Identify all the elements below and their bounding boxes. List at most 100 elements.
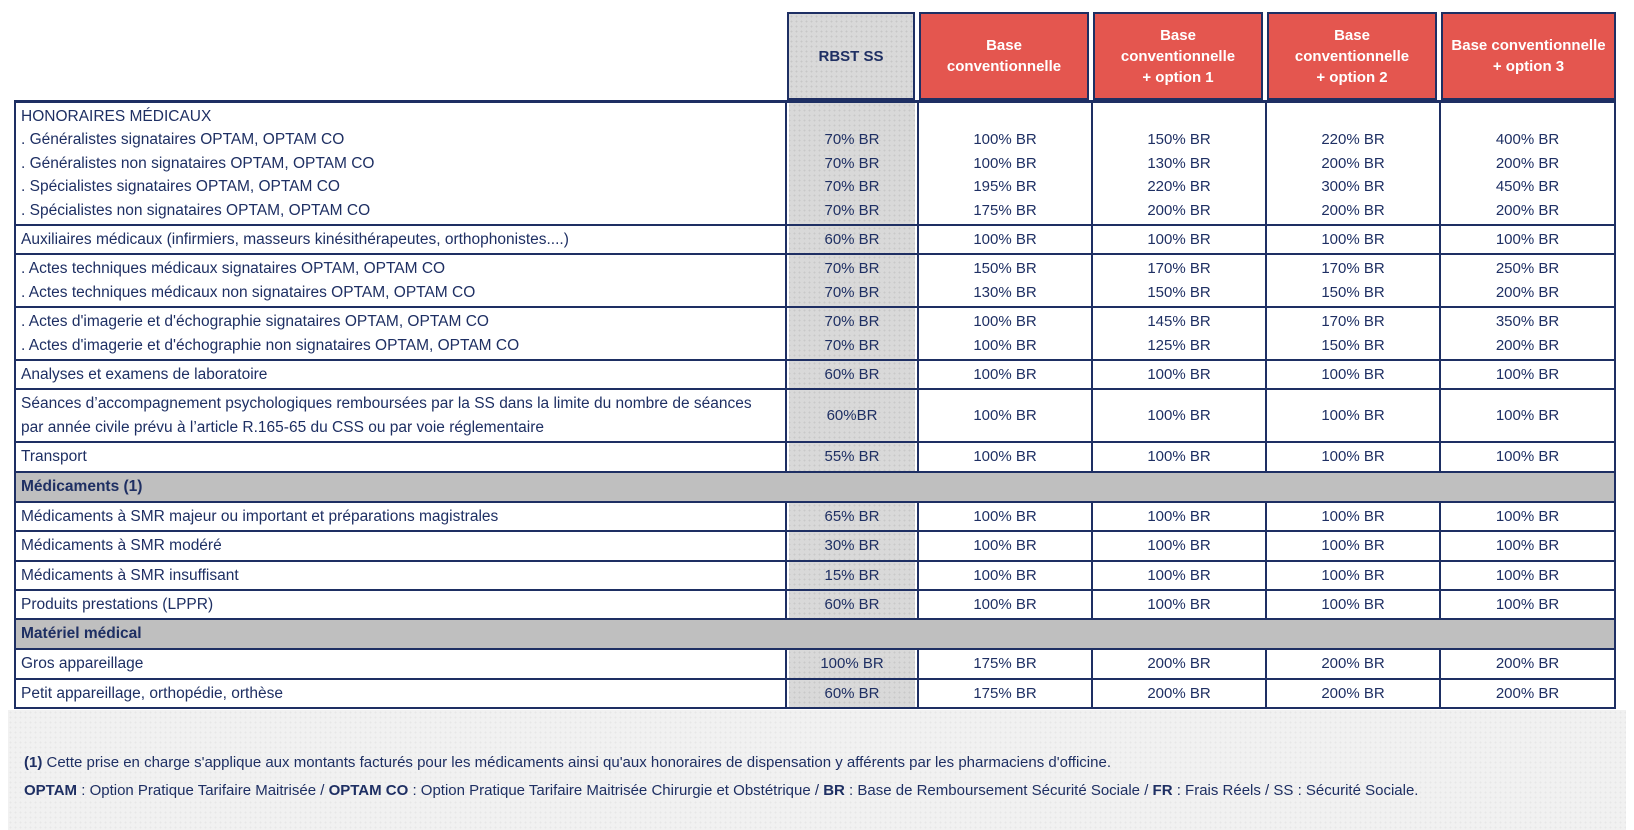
rbst-ss-cell: 15% BR bbox=[787, 561, 919, 589]
value-cell: 220% BR 200% BR 300% BR 200% BR bbox=[1267, 103, 1441, 225]
table-row: Médicaments à SMR modéré 30% BR 100% BR 100… bbox=[16, 532, 1614, 562]
section-label: Médicaments (1) bbox=[21, 477, 143, 495]
value-cell: 100% BR bbox=[1495, 407, 1560, 425]
value-cell: 100% BR 100% BR bbox=[919, 308, 1093, 360]
col-header-line: conventionnelle bbox=[946, 58, 1062, 75]
value-cell: 170% BR 150% BR bbox=[1093, 255, 1267, 307]
table-row: HONORAIRES MÉDICAUX. Généralistes signat… bbox=[16, 103, 1614, 227]
value-cell: 100% BR bbox=[919, 443, 1093, 471]
value-cell: 100% BR bbox=[919, 561, 1093, 589]
value-cell: 100% BR bbox=[1495, 507, 1560, 525]
value-cell: 100% BR bbox=[1495, 448, 1560, 466]
value-cell: 100% BR bbox=[1495, 566, 1560, 584]
col-header-line: Base conventionnelle bbox=[1120, 26, 1236, 65]
value-cell: 100% BR bbox=[1267, 390, 1441, 442]
value-cell: 100% BR bbox=[919, 590, 1093, 619]
rbst-ss-cell: 70% BR 70% BR bbox=[787, 255, 919, 307]
row-label: Transport bbox=[16, 443, 787, 471]
value-cell: 200% BR bbox=[1093, 650, 1267, 678]
table-row: . Actes d'imagerie et d'échographie sign… bbox=[16, 308, 1614, 362]
rbst-ss-cell: 55% BR bbox=[787, 443, 919, 471]
value-cell: 150% BR 130% BR 220% BR 200% BR bbox=[1093, 103, 1267, 225]
value-cell: 200% BR bbox=[1267, 650, 1441, 678]
rbst-ss-cell: 60%BR bbox=[787, 390, 919, 442]
value-cell: 100% BR bbox=[1495, 595, 1560, 613]
value-cell: 100% BR bbox=[1495, 366, 1560, 384]
row-label: . Actes techniques médicaux signataires … bbox=[16, 255, 787, 307]
value-cell: 100% BR bbox=[1267, 361, 1441, 389]
value-cell: 100% BR bbox=[1093, 226, 1267, 254]
row-label: Séances d’accompagnement psychologiques … bbox=[16, 390, 787, 442]
table-row: Auxiliaires médicaux (infirmiers, masseu… bbox=[16, 226, 1614, 256]
rbst-ss-cell: 60% BR bbox=[787, 590, 919, 619]
row-label: Médicaments à SMR insuffisant bbox=[16, 561, 787, 589]
value-cell: 100% BR bbox=[919, 502, 1093, 531]
value-cell: 100% BR bbox=[1093, 390, 1267, 442]
garanties-table: RBST SS Base conventionnelle Base conven… bbox=[14, 12, 1616, 710]
value-cell: 200% BR bbox=[1495, 655, 1560, 673]
footnote-legend: OPTAM : Option Pratique Tarifaire Maitri… bbox=[24, 782, 1419, 799]
rbst-ss-cell: 65% BR bbox=[787, 502, 919, 531]
rbst-ss-cell: 70% BR 70% BR bbox=[787, 308, 919, 360]
table-row: Gros appareillage 100% BR 175% BR 200% BR 20… bbox=[16, 650, 1614, 680]
value-cell: 100% BR bbox=[919, 226, 1093, 254]
row-label: Auxiliaires médicaux (infirmiers, masseu… bbox=[16, 226, 787, 254]
value-cell: 145% BR 125% BR bbox=[1093, 308, 1267, 360]
value-cell: 100% BR bbox=[1267, 226, 1441, 254]
section-label: Matériel médical bbox=[21, 625, 142, 643]
rbst-ss-cell: 60% BR bbox=[787, 361, 919, 389]
rbst-ss-cell: 30% BR bbox=[787, 532, 919, 560]
col-header-line: Base bbox=[986, 37, 1022, 54]
value-cell: 175% BR bbox=[919, 650, 1093, 678]
table-row: Transport 55% BR 100% BR 100% BR 100% BR 100%… bbox=[16, 443, 1614, 473]
col-header-option-2: Base conventionnelle + option 2 bbox=[1267, 12, 1437, 100]
value-cell: 250% BR 200% BR bbox=[1495, 260, 1560, 301]
row-label: Médicaments à SMR modéré bbox=[16, 532, 787, 560]
table-header-row: RBST SS Base conventionnelle Base conven… bbox=[14, 12, 1616, 100]
value-cell: 170% BR 150% BR bbox=[1267, 308, 1441, 360]
table-row: . Actes techniques médicaux signataires … bbox=[16, 255, 1614, 309]
row-label: . Actes d'imagerie et d'échographie sign… bbox=[16, 308, 787, 360]
col-header-option-3: Base conventionnelle + option 3 bbox=[1441, 12, 1616, 100]
table-row: Petit appareillage, orthopédie, orthèse 6… bbox=[16, 679, 1614, 708]
value-cell: 100% BR bbox=[919, 532, 1093, 560]
col-header-option-1: Base conventionnelle + option 1 bbox=[1093, 12, 1263, 100]
col-header-line: Base conventionnelle bbox=[1451, 37, 1606, 54]
col-header-line: + option 2 bbox=[1316, 68, 1388, 86]
row-label: Analyses et examens de laboratoire bbox=[16, 361, 787, 389]
value-cell: 100% BR bbox=[1093, 590, 1267, 619]
value-cell: 175% BR bbox=[919, 679, 1093, 708]
value-cell: 100% BR bbox=[1093, 361, 1267, 389]
section-header-row: Matériel médical bbox=[16, 620, 1614, 651]
col-header-line: + option 1 bbox=[1142, 68, 1214, 86]
col-header-line: RBST SS bbox=[818, 47, 884, 65]
value-cell: 400% BR 200% BR 450% BR 200% BR bbox=[1495, 131, 1560, 219]
header-empty-corner bbox=[14, 12, 787, 100]
value-cell: 100% BR bbox=[1267, 590, 1441, 619]
value-cell: 200% BR bbox=[1267, 679, 1441, 708]
table-row: Médicaments à SMR insuffisant 15% BR 100% … bbox=[16, 561, 1614, 591]
table-row: Séances d’accompagnement psychologiques … bbox=[16, 390, 1614, 444]
value-cell: 100% BR bbox=[1267, 502, 1441, 531]
value-cell: 100% BR bbox=[1267, 532, 1441, 560]
value-cell: 100% BR bbox=[1267, 561, 1441, 589]
table-row: Produits prestations (LPPR) 60% BR 100% BR… bbox=[16, 590, 1614, 621]
value-cell: 100% BR bbox=[919, 361, 1093, 389]
row-label: Gros appareillage bbox=[16, 650, 787, 678]
value-cell: 100% BR bbox=[1093, 561, 1267, 589]
value-cell: 100% BR bbox=[1093, 443, 1267, 471]
rbst-ss-cell: 60% BR bbox=[787, 226, 919, 254]
row-label: Produits prestations (LPPR) bbox=[16, 590, 787, 619]
value-cell: 200% BR bbox=[1495, 684, 1560, 702]
rbst-ss-cell: 70% BR 70% BR 70% BR 70% BR bbox=[787, 103, 919, 225]
value-cell: 100% BR bbox=[1093, 532, 1267, 560]
value-cell: 100% BR bbox=[1267, 443, 1441, 471]
value-cell: 100% BR bbox=[1495, 231, 1560, 249]
rbst-ss-cell: 60% BR bbox=[787, 679, 919, 708]
value-cell: 170% BR 150% BR bbox=[1267, 255, 1441, 307]
footnote-1: (1) Cette prise en charge s'applique aux… bbox=[24, 754, 1111, 771]
value-cell: 100% BR bbox=[1495, 537, 1560, 555]
value-cell: 100% BR 100% BR 195% BR 175% BR bbox=[919, 103, 1093, 225]
row-label: Médicaments à SMR majeur ou important et… bbox=[16, 502, 787, 531]
